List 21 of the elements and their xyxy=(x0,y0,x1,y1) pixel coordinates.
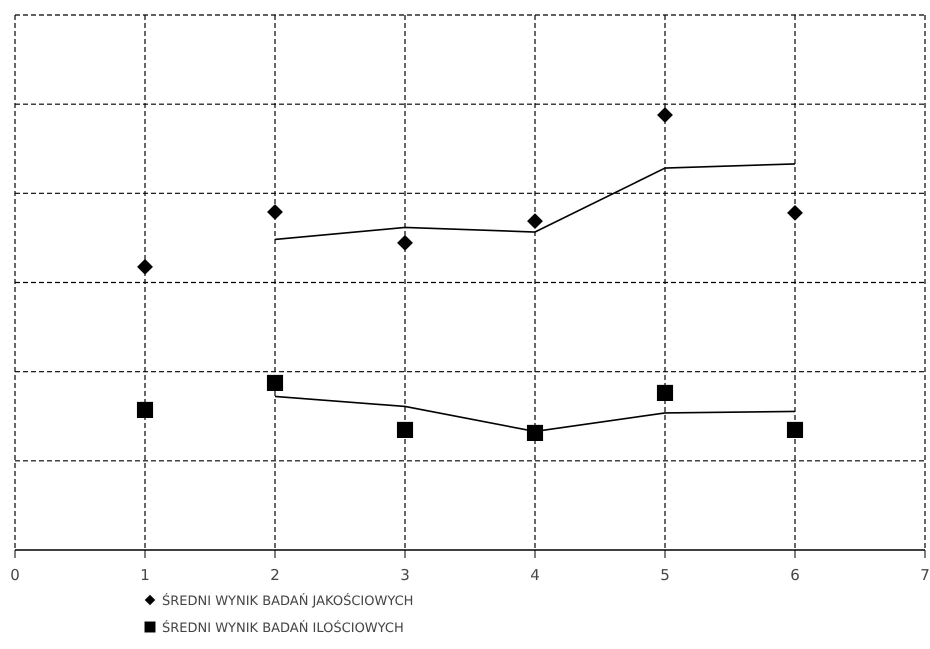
legend-label: ŚREDNI WYNIK BADAŃ ILOŚCIOWYCH xyxy=(162,619,404,636)
point xyxy=(396,422,414,438)
point xyxy=(527,213,543,230)
point xyxy=(787,204,803,221)
legend-label: ŚREDNI WYNIK BADAŃ JAKOŚCIOWYCH xyxy=(162,592,414,609)
x-tick-label: 4 xyxy=(530,566,540,584)
point xyxy=(267,204,283,220)
point xyxy=(786,422,804,438)
x-tick-label: 2 xyxy=(270,566,280,584)
point xyxy=(136,402,154,418)
x-tick-label: 0 xyxy=(10,566,20,584)
x-tick-label: 7 xyxy=(920,566,930,584)
x-tick-label: 5 xyxy=(660,566,670,584)
point xyxy=(656,384,674,402)
point xyxy=(657,107,673,123)
x-tick-label: 3 xyxy=(400,566,410,584)
x-tick-label: 1 xyxy=(140,566,150,584)
point xyxy=(266,374,284,392)
x-tick-label: 6 xyxy=(790,566,800,584)
point xyxy=(137,258,153,275)
point xyxy=(397,234,413,251)
